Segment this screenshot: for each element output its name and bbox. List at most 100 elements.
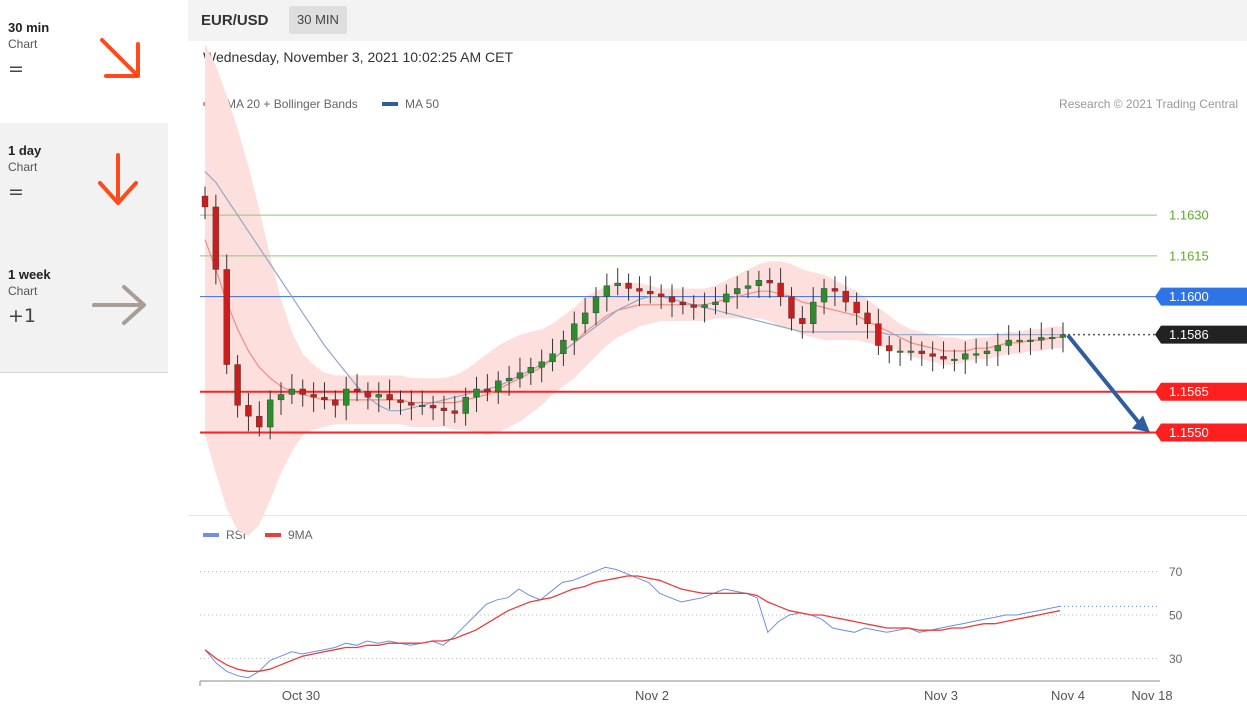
candle-body [625,282,632,289]
candle-body [223,269,230,365]
candle-body [1005,339,1012,346]
candle-body [234,364,241,406]
projection-arrow-line [1067,334,1144,429]
price-tag-support [1155,382,1247,401]
candle-body [505,377,513,382]
candle-body [538,361,545,368]
x-tick-label: Nov 4 [1051,688,1085,703]
candle-body [1016,339,1023,342]
timeframe-name: 1 week [8,267,51,282]
legend-9ma: 9MA [265,528,313,542]
candle-body [429,405,437,409]
x-tick-label: Nov 3 [924,688,958,703]
legend-ma50: MA 50 [382,97,439,111]
candle-body [408,402,415,406]
candle-body [299,388,306,395]
candle-body [657,293,665,297]
timeframe-sub: Chart [8,160,38,174]
currency-pair-title: EUR/USD [201,12,269,29]
candle-body [679,301,687,305]
price-tag-last [1155,325,1247,344]
legend-ma20-label: MA 20 + Bollinger Bands [226,97,358,111]
candle-body [212,206,220,270]
candle-body [853,301,860,314]
candle-body [668,296,676,303]
candle-body [310,394,317,398]
candle-body [592,296,600,314]
timeframe-card-1week[interactable]: 1 week Chart +1 [0,247,168,373]
rsi-line [204,566,1061,679]
x-tick-label: Oct 30 [282,688,320,703]
timeframe-symbol: = [8,58,24,80]
timeframe-sidebar: 30 min Chart = 1 day Chart = 1 week Char… [0,0,168,374]
candle-body [419,405,426,408]
candle-body [288,388,296,395]
candle-body [647,290,654,295]
candle-body [701,304,708,308]
candle-body [918,350,925,354]
legend-swatch [265,533,281,537]
candle-body [1059,334,1067,338]
candle-body [1048,337,1056,340]
candle-body [440,407,448,411]
candle-body [581,312,589,324]
candle-body [343,388,350,406]
price-label-pivot: 1.1600 [1169,289,1209,304]
candle-body [733,288,741,295]
candle-body [896,350,904,353]
timeframe-symbol: = [8,181,24,203]
arrow-right-icon [92,285,146,325]
candle-body [994,345,1002,352]
candle-body [201,195,209,208]
candle-body [744,285,752,289]
candle-body [799,318,806,324]
price-tag-support [1155,423,1247,442]
ma50-line [204,171,1063,412]
candle-body [886,345,893,352]
candle-body [929,353,936,357]
x-tick-label: Nov 2 [635,688,669,703]
candle-body [266,399,274,428]
timeframe-sub: Chart [8,37,38,51]
rsi-tick-label: 70 [1169,565,1183,579]
candle-body [516,372,524,379]
candle-body [810,301,817,324]
candle-body [1038,337,1045,341]
timeframe-name: 30 min [8,20,50,35]
candle-body [364,391,372,398]
candle-body [972,353,980,356]
candle-body [636,288,643,292]
candle-body [527,367,535,373]
candle-body [332,399,339,406]
candle-body [712,301,719,305]
candle-body [603,285,611,297]
rsi-tick-label: 50 [1169,609,1183,623]
legend-ma50-label: MA 50 [405,97,440,111]
candle-body [560,339,567,354]
candle-body [777,282,784,297]
chart-header: EUR/USD 30 MIN [188,0,1247,41]
candle-body [831,288,839,292]
candle-body [614,282,621,286]
candle-body [256,415,263,428]
price-label-support: 1.1550 [1169,425,1209,440]
candle-body [951,358,958,361]
price-label-resistance: 1.1615 [1169,248,1209,263]
legend-9ma-label: 9MA [288,528,313,542]
candle-body [245,405,252,417]
timeframe-card-30min[interactable]: 30 min Chart = [0,0,168,126]
panel-divider [188,515,1247,516]
candle-body [755,280,763,286]
candle-body [462,396,469,414]
legend-swatch [203,533,219,537]
candle-body [875,323,882,346]
candle-body [690,304,697,308]
timeframe-name: 1 day [8,143,42,158]
timeframe-card-1day[interactable]: 1 day Chart = [0,123,168,249]
timeframe-badge[interactable]: 30 MIN [289,6,347,34]
projection-arrow-head [1132,415,1150,433]
x-tick-label: Nov 18 [1131,688,1172,703]
price-label-last: 1.1586 [1169,327,1209,342]
